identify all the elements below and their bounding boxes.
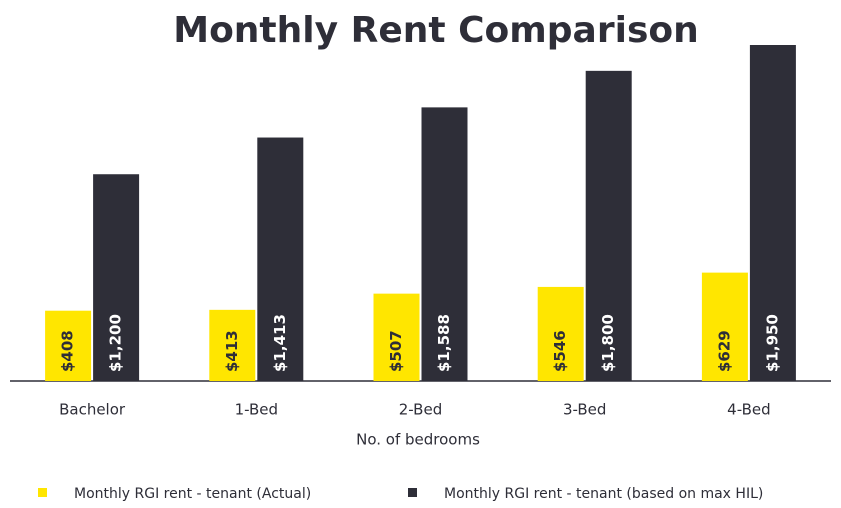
legend-label: Monthly RGI rent - tenant (based on max …: [444, 486, 763, 502]
x-tick-label: 3-Bed: [563, 401, 606, 419]
bar: [257, 137, 304, 381]
x-tick-label: Bachelor: [59, 401, 126, 419]
bar: [209, 309, 256, 381]
x-tick-label: 1-Bed: [235, 401, 278, 419]
bar: [421, 107, 468, 382]
value-label: $1,588: [435, 314, 453, 372]
bar: [45, 310, 92, 381]
value-label: $546: [551, 330, 569, 372]
x-axis-label: No. of bedrooms: [356, 431, 480, 449]
value-label: $1,413: [271, 314, 289, 372]
value-label: $629: [715, 330, 733, 372]
value-label: $1,200: [107, 314, 125, 372]
bar: [749, 45, 796, 381]
value-label: $413: [223, 330, 241, 372]
bar: [373, 293, 420, 381]
bar: [93, 174, 140, 381]
value-label: $507: [387, 330, 405, 372]
value-label: $1,800: [599, 314, 617, 372]
legend-swatch: [408, 488, 417, 497]
value-label: $408: [59, 330, 77, 372]
x-tick-label: 2-Bed: [399, 401, 442, 419]
bar: [701, 272, 748, 381]
chart-title: Monthly Rent Comparison: [173, 10, 698, 51]
bar: [585, 70, 632, 381]
bar: [537, 286, 584, 381]
legend-swatch: [38, 488, 47, 497]
legend-label: Monthly RGI rent - tenant (Actual): [74, 486, 311, 502]
value-label: $1,950: [763, 314, 781, 372]
x-tick-label: 4-Bed: [727, 401, 770, 419]
